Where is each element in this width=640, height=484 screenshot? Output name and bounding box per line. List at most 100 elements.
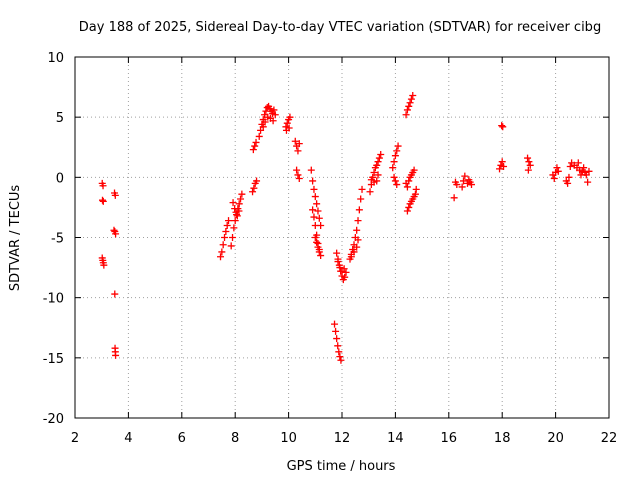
data-point: [255, 132, 263, 140]
data-point: [526, 161, 534, 169]
y-axis-label: SDTVAR / TECUs: [8, 185, 23, 292]
data-point: [285, 124, 293, 132]
data-point: [450, 194, 458, 202]
data-point: [412, 185, 420, 193]
data-point: [218, 248, 226, 256]
y-tick-label: 5: [56, 111, 64, 126]
data-point: [295, 140, 303, 148]
data-point: [499, 123, 507, 131]
data-point: [283, 119, 291, 127]
data-point: [574, 159, 582, 167]
y-tick-label: -10: [43, 292, 64, 307]
x-tick-label: 12: [334, 431, 351, 446]
data-point: [112, 351, 120, 359]
data-point: [350, 248, 358, 256]
data-point: [403, 183, 411, 191]
data-point: [225, 217, 233, 225]
data-point: [229, 234, 237, 241]
data-point: [524, 154, 532, 162]
data-point: [389, 164, 397, 172]
data-point: [566, 163, 574, 171]
data-point: [407, 95, 415, 103]
x-tick-label: 10: [280, 431, 297, 446]
data-point: [311, 234, 319, 241]
data-point: [375, 154, 383, 162]
data-point: [374, 171, 382, 179]
data-point: [500, 163, 508, 171]
data-point: [257, 126, 265, 134]
y-tick-label: -15: [43, 352, 64, 367]
data-point: [564, 179, 572, 187]
data-point: [390, 173, 398, 181]
data-point: [291, 137, 299, 145]
data-point: [314, 243, 322, 251]
data-point: [353, 226, 361, 234]
y-tick-label: 10: [47, 51, 64, 66]
data-point: [403, 106, 411, 114]
data-point: [110, 226, 118, 234]
data-point: [584, 178, 592, 186]
data-point: [111, 191, 119, 199]
data-point: [467, 181, 475, 189]
data-point: [295, 175, 303, 183]
data-point: [99, 196, 107, 204]
data-point: [238, 190, 246, 198]
x-tick-label: 16: [441, 431, 458, 446]
data-point: [405, 102, 413, 110]
data-point: [314, 207, 322, 215]
data-point: [391, 177, 399, 185]
data-point: [249, 146, 257, 154]
data-point: [250, 184, 258, 192]
data-point: [99, 197, 107, 205]
x-tick-label: 8: [231, 431, 239, 446]
data-point: [341, 273, 349, 281]
plot-border: [74, 56, 610, 419]
x-tick-label: 6: [178, 431, 186, 446]
grid-lines: [75, 57, 609, 418]
data-point: [458, 183, 466, 191]
data-point: [294, 147, 302, 155]
data-point: [336, 264, 344, 272]
data-point: [393, 147, 401, 155]
data-point: [271, 111, 279, 119]
data-point: [231, 217, 239, 225]
data-point: [354, 217, 362, 225]
data-point: [310, 185, 318, 193]
data-point: [336, 353, 344, 361]
data-point: [411, 190, 419, 198]
data-point: [100, 261, 108, 269]
data-point: [377, 150, 385, 158]
data-point: [313, 238, 321, 246]
data-point: [354, 236, 362, 244]
data-point: [249, 188, 257, 196]
data-point: [252, 138, 260, 146]
data-point: [334, 342, 342, 350]
data-point: [230, 224, 238, 232]
data-point: [311, 221, 319, 229]
x-tick-label: 4: [124, 431, 132, 446]
data-point: [227, 242, 235, 250]
data-point: [553, 164, 561, 172]
data-point: [235, 207, 243, 215]
data-point: [461, 172, 469, 180]
data-point: [394, 142, 402, 150]
data-point: [223, 221, 231, 229]
data-point: [525, 158, 533, 166]
data-point: [111, 290, 119, 298]
data-point: [259, 123, 267, 131]
data-point: [315, 214, 323, 222]
data-point: [496, 165, 504, 173]
data-point: [333, 249, 341, 257]
data-point: [335, 348, 343, 356]
data-point: [233, 212, 241, 220]
data-point: [409, 92, 417, 100]
data-point: [370, 169, 378, 177]
data-point: [357, 195, 365, 203]
data-point: [333, 335, 341, 343]
data-point: [342, 268, 350, 276]
data-point: [217, 253, 225, 261]
data-point: [554, 167, 562, 175]
tick-labels: 2 4 6 8 10 12 14 16 18 20 22 -20 -15 -10 -5 0 5 10: [43, 51, 618, 446]
x-tick-label: 14: [387, 431, 404, 446]
